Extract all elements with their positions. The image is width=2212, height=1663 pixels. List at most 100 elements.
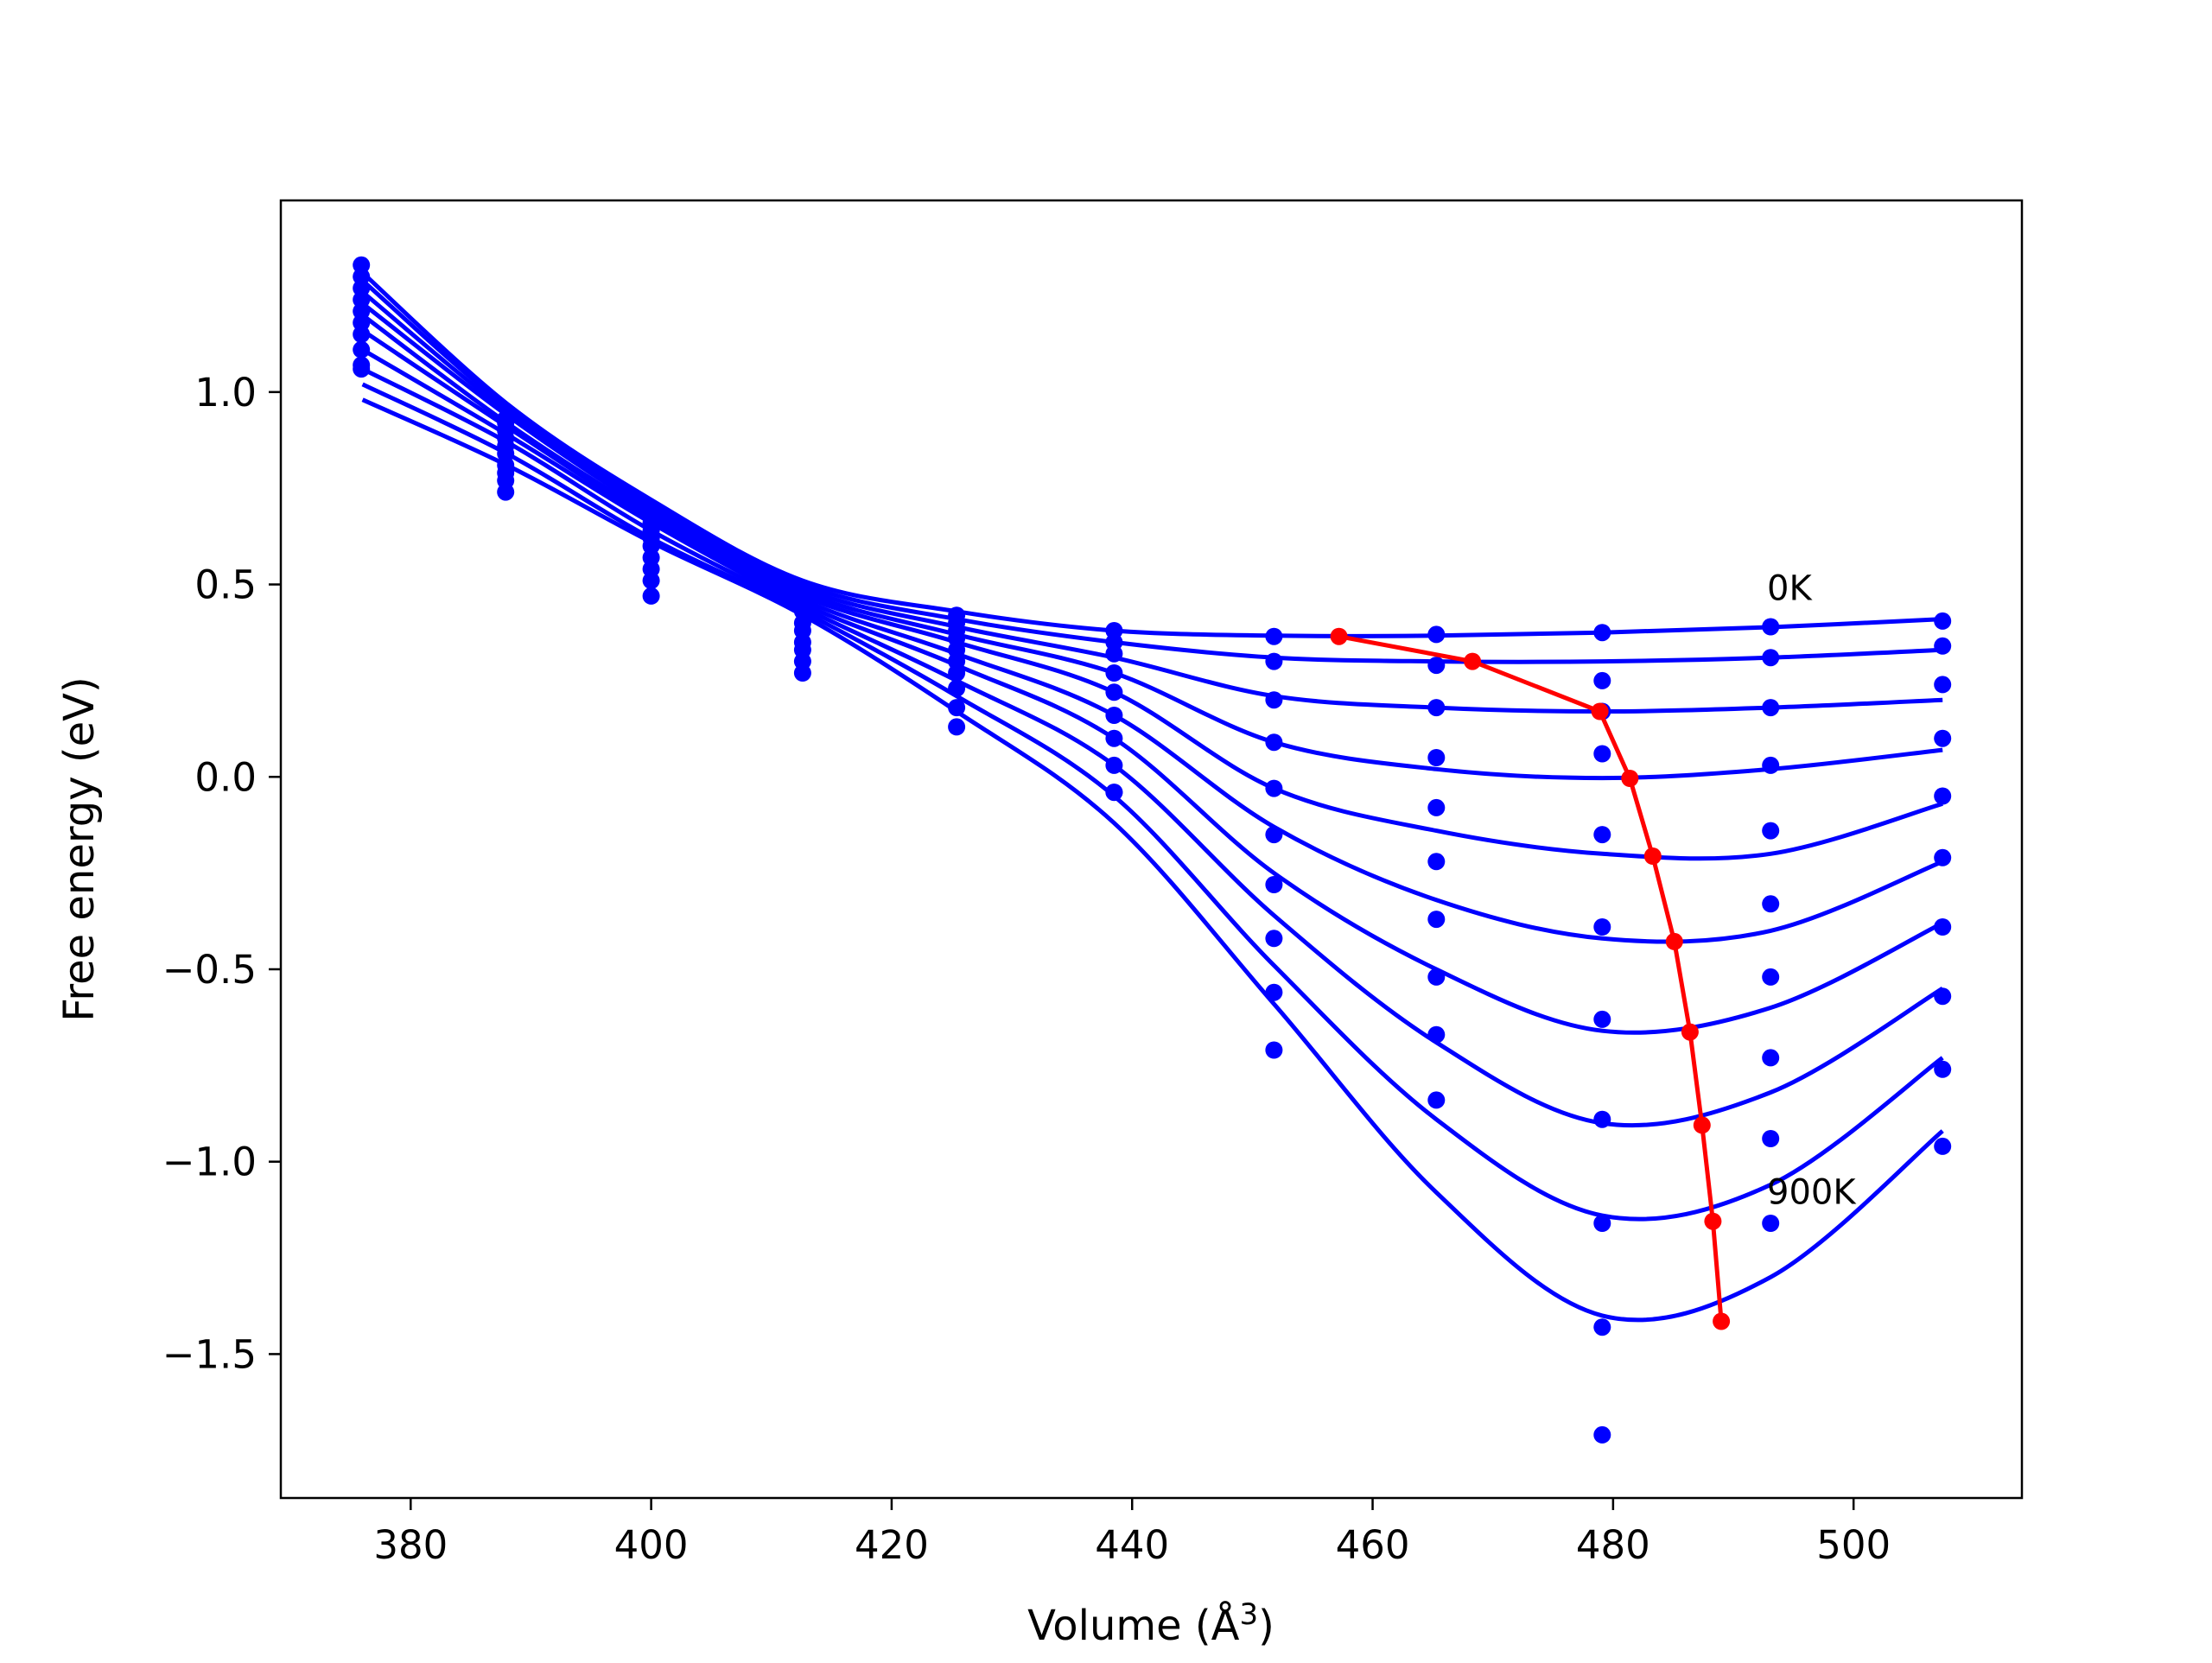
data-point-4-7 xyxy=(1427,798,1446,816)
x-tick-label-420: 420 xyxy=(855,1522,929,1568)
data-point-4-6 xyxy=(1265,779,1283,797)
data-point-5-7 xyxy=(1427,853,1446,871)
data-point-0-10 xyxy=(1934,612,1952,630)
data-point-5-8 xyxy=(1593,918,1611,936)
data-point-7-5 xyxy=(1105,756,1123,774)
data-point-8-10 xyxy=(1934,1060,1952,1078)
data-point-4-5 xyxy=(1105,683,1123,701)
data-point-7-7 xyxy=(1427,968,1446,986)
data-point-9-10 xyxy=(1934,1137,1952,1155)
data-point-2-5 xyxy=(1105,644,1123,663)
points-layer xyxy=(353,256,1952,1444)
data-point-2-6 xyxy=(1265,691,1283,709)
y-tick-label-5: −1.5 xyxy=(162,1331,257,1377)
data-point-6-6 xyxy=(1265,876,1283,893)
data-point-9-4 xyxy=(948,718,966,736)
data-point-9-7 xyxy=(1427,1091,1446,1109)
minimum-point-1 xyxy=(1464,652,1482,670)
data-point-9-3 xyxy=(793,664,811,682)
y-tick-label-4: −1.0 xyxy=(162,1139,257,1185)
plot-area-frame xyxy=(279,199,2024,1500)
annotation-layer: 0K 900K xyxy=(1767,568,1857,1212)
data-point-3-9 xyxy=(1762,756,1780,774)
minima-layer xyxy=(1330,627,1731,1330)
data-point-9-9 xyxy=(1762,1215,1780,1232)
y-axis-label: Free energy (eV) xyxy=(55,676,104,1021)
fit-curve-4 xyxy=(361,313,1943,861)
y-tick-label-3: −0.5 xyxy=(162,947,257,993)
data-point-4-8 xyxy=(1593,826,1611,844)
data-point-3-10 xyxy=(1934,729,1952,747)
data-point-0-7 xyxy=(1427,625,1446,644)
minimum-locus-line xyxy=(1338,634,1724,1322)
y-axis-ticks: 1.0 0.5 0.0 −0.5 −1.0 −1.5 xyxy=(162,370,281,1377)
minimum-point-2 xyxy=(1591,702,1609,720)
data-point-2-9 xyxy=(1762,699,1780,717)
minimum-point-7 xyxy=(1693,1116,1711,1134)
data-point-7-6 xyxy=(1265,930,1283,948)
data-point-9-5 xyxy=(1105,784,1123,802)
data-point-4-10 xyxy=(1934,787,1952,805)
data-point-1-7 xyxy=(1427,657,1446,675)
x-tick-label-500: 500 xyxy=(1816,1522,1891,1568)
data-point-8-9 xyxy=(1762,1130,1780,1147)
data-point-7-9 xyxy=(1762,1049,1780,1067)
y-tick-label-0: 1.0 xyxy=(194,370,257,416)
minimum-point-3 xyxy=(1621,770,1639,787)
data-point-8-6 xyxy=(1265,983,1283,1001)
data-point-0-9 xyxy=(1762,618,1780,636)
data-point-5-9 xyxy=(1762,895,1780,913)
y-tick-label-2: 0.0 xyxy=(194,754,257,800)
data-point-3-6 xyxy=(1265,733,1283,752)
data-point-6-7 xyxy=(1427,911,1446,929)
minimum-point-6 xyxy=(1681,1023,1699,1041)
data-point-6-4 xyxy=(948,664,966,682)
x-tick-label-440: 440 xyxy=(1095,1522,1169,1568)
data-point-2-7 xyxy=(1427,699,1446,717)
data-point-9-8 xyxy=(1593,1318,1611,1336)
data-point-2-10 xyxy=(1934,676,1952,694)
data-point-1-8 xyxy=(1593,671,1611,689)
data-point-5-10 xyxy=(1934,848,1952,866)
data-point-4-9 xyxy=(1762,822,1780,840)
data-point-0-6 xyxy=(1265,627,1283,645)
data-point-6-10 xyxy=(1934,918,1952,936)
data-point-6-5 xyxy=(1105,729,1123,747)
minimum-point-0 xyxy=(1330,627,1348,645)
minimum-point-9 xyxy=(1713,1312,1731,1330)
data-point-5-5 xyxy=(1105,707,1123,724)
data-point-0-8 xyxy=(1593,624,1611,642)
data-point-6-9 xyxy=(1762,968,1780,986)
x-tick-label-480: 480 xyxy=(1576,1522,1650,1568)
fit-curve-7 xyxy=(361,366,1944,1128)
x-tick-label-460: 460 xyxy=(1336,1522,1410,1568)
fit-curve-0 xyxy=(360,270,1943,638)
data-point-8-2 xyxy=(642,572,660,590)
data-point-9-0 xyxy=(353,360,371,378)
data-point-9-1 xyxy=(497,483,515,501)
data-point-8-4 xyxy=(948,699,966,717)
fit-curve-9 xyxy=(361,397,1944,1323)
data-point-extra-0 xyxy=(1593,1425,1611,1444)
data-point-3-7 xyxy=(1427,749,1446,766)
data-point-6-8 xyxy=(1593,1010,1611,1028)
x-axis-label: Volume (Å3) xyxy=(1027,1597,1274,1650)
x-tick-label-400: 400 xyxy=(614,1522,689,1568)
data-point-7-8 xyxy=(1593,1110,1611,1128)
data-point-3-5 xyxy=(1105,664,1123,682)
data-point-3-8 xyxy=(1593,745,1611,763)
y-tick-label-1: 0.5 xyxy=(194,562,257,608)
data-point-1-10 xyxy=(1934,637,1952,655)
data-point-7-0 xyxy=(353,340,371,359)
fit-curve-3 xyxy=(361,301,1943,781)
x-axis-ticks: 380 400 420 440 460 480 500 xyxy=(373,1498,1891,1568)
data-point-7-4 xyxy=(948,679,966,697)
data-point-9-2 xyxy=(642,587,660,605)
x-tick-label-380: 380 xyxy=(373,1522,448,1568)
data-point-1-9 xyxy=(1762,649,1780,667)
minimum-point-8 xyxy=(1704,1212,1722,1230)
fit-curve-5 xyxy=(361,328,1944,944)
data-point-9-6 xyxy=(1265,1041,1283,1059)
